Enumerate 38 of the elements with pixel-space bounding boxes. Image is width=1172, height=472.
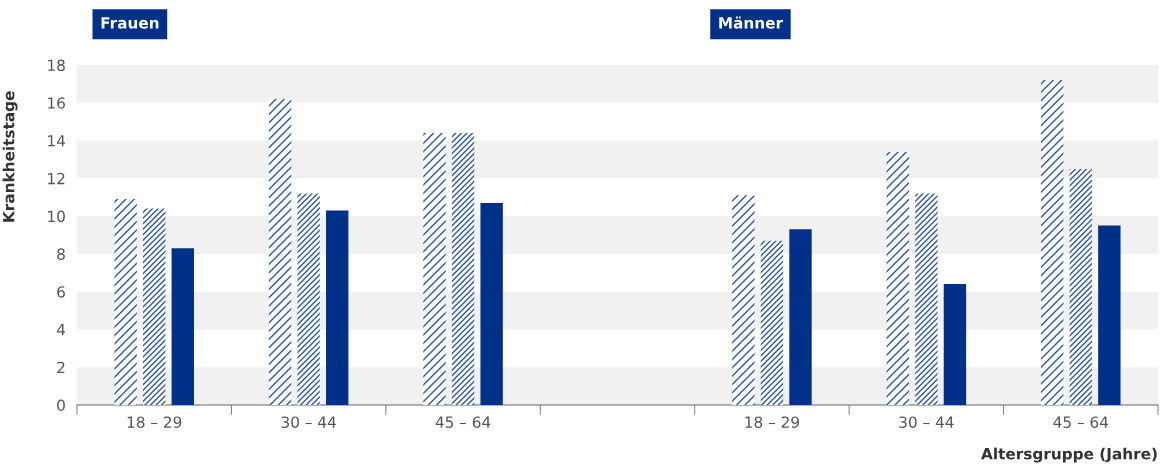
x-axis-title: Altersgruppe (Jahre) <box>981 447 1157 463</box>
y-tick-label: 12 <box>48 172 65 185</box>
y-tick-label: 6 <box>57 286 65 298</box>
bar <box>789 229 812 405</box>
y-tick-label: 16 <box>48 97 65 109</box>
text: Männer <box>719 16 783 29</box>
bar <box>326 210 349 405</box>
bar <box>1069 168 1092 405</box>
y-tick-label: 2 <box>57 361 65 374</box>
bar <box>143 208 166 405</box>
bar <box>451 133 475 405</box>
y-axis-title: Krankheitstage <box>2 91 18 222</box>
y-tick-label: 14 <box>48 135 66 147</box>
x-tick-label: 45 – 64 <box>1053 416 1109 428</box>
bar <box>943 284 967 405</box>
y-tick-label: 8 <box>57 248 65 260</box>
x-tick-label: 18 – 29 <box>745 416 799 428</box>
y-tick-label: 18 <box>48 59 65 72</box>
bar <box>760 240 784 405</box>
x-tick-label: 18 – 29 <box>127 416 182 428</box>
bar <box>268 99 292 405</box>
bar <box>423 133 446 405</box>
bar <box>732 195 755 405</box>
bar <box>480 202 503 405</box>
y-tick-label: 0 <box>57 399 65 412</box>
y-tick-label: 10 <box>48 210 65 223</box>
bar <box>114 199 137 405</box>
bar <box>171 248 194 405</box>
x-tick-label: 30 – 44 <box>899 416 954 428</box>
text: Frauen <box>101 17 159 29</box>
x-tick-label: 45 – 64 <box>435 416 491 428</box>
y-tick-label: 4 <box>56 324 66 336</box>
bar <box>915 193 938 405</box>
bar <box>886 151 909 405</box>
bar <box>1098 225 1121 405</box>
bar <box>297 193 320 405</box>
x-tick-label: 30 – 44 <box>281 416 336 428</box>
bar <box>1041 80 1064 405</box>
